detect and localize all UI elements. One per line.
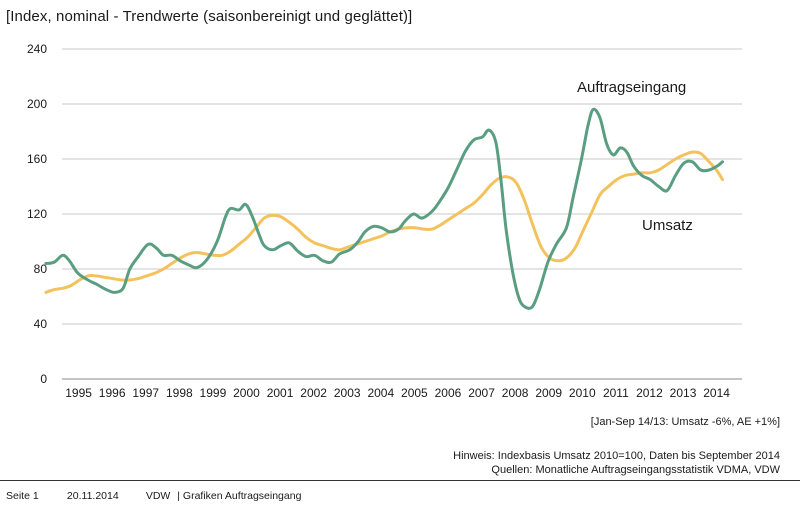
page-footer: Seite 1 20.11.2014 VDW | Grafiken Auftra…: [6, 490, 301, 502]
x-tick-label: 2008: [502, 386, 529, 400]
x-tick-label: 1998: [166, 386, 193, 400]
footer-date: 20.11.2014: [66, 490, 119, 502]
footer-section: | Grafiken Auftragseingang: [177, 490, 302, 502]
x-tick-label: 2005: [401, 386, 428, 400]
y-tick-label: 80: [34, 262, 48, 276]
y-tick-label: 240: [27, 42, 47, 56]
y-tick-label: 40: [34, 317, 48, 331]
x-tick-label: 1997: [132, 386, 159, 400]
x-tick-label: 2010: [569, 386, 596, 400]
x-tick-label: 2011: [603, 386, 629, 400]
y-tick-label: 120: [27, 207, 47, 221]
hinweis-note: Hinweis: Indexbasis Umsatz 2010=100, Dat…: [453, 450, 780, 462]
y-tick-label: 200: [27, 97, 47, 111]
x-tick-label: 2000: [233, 386, 260, 400]
series-line-auftragseingang: [44, 107, 724, 310]
series-label-auftragseingang: Auftragseingang: [577, 79, 686, 96]
y-tick-label: 160: [27, 152, 47, 166]
line-chart: 0 40 80 120 160 200 240 1995 1996 1997 1998 1999 200…: [27, 42, 742, 400]
change-note: [Jan-Sep 14/13: Umsatz -6%, AE +1%]: [590, 416, 780, 428]
x-tick-label: 2001: [267, 386, 294, 400]
series-label-umsatz: Umsatz: [642, 217, 693, 234]
x-tick-label: 1999: [200, 386, 227, 400]
series-line-umsatz: [44, 150, 724, 294]
chart-title: [Index, nominal - Trendwerte (saisonbere…: [6, 8, 413, 25]
footer-page: Seite 1: [6, 490, 39, 502]
x-tick-label: 2012: [636, 386, 663, 400]
quellen-note: Quellen: Monatliche Auftragseingangsstat…: [491, 464, 780, 476]
x-tick-label: 2004: [367, 386, 394, 400]
x-tick-label: 2002: [300, 386, 327, 400]
x-tick-label: 2013: [670, 386, 697, 400]
x-tick-label: 2006: [435, 386, 462, 400]
footer-divider: [0, 480, 800, 481]
x-tick-label: 2007: [468, 386, 495, 400]
x-tick-label: 2009: [535, 386, 562, 400]
footer-org: VDW: [145, 490, 171, 502]
x-tick-label: 1995: [65, 386, 92, 400]
x-tick-label: 2014: [703, 386, 730, 400]
x-tick-label: 1996: [99, 386, 126, 400]
y-tick-label: 0: [40, 372, 47, 386]
x-tick-label: 2003: [334, 386, 361, 400]
